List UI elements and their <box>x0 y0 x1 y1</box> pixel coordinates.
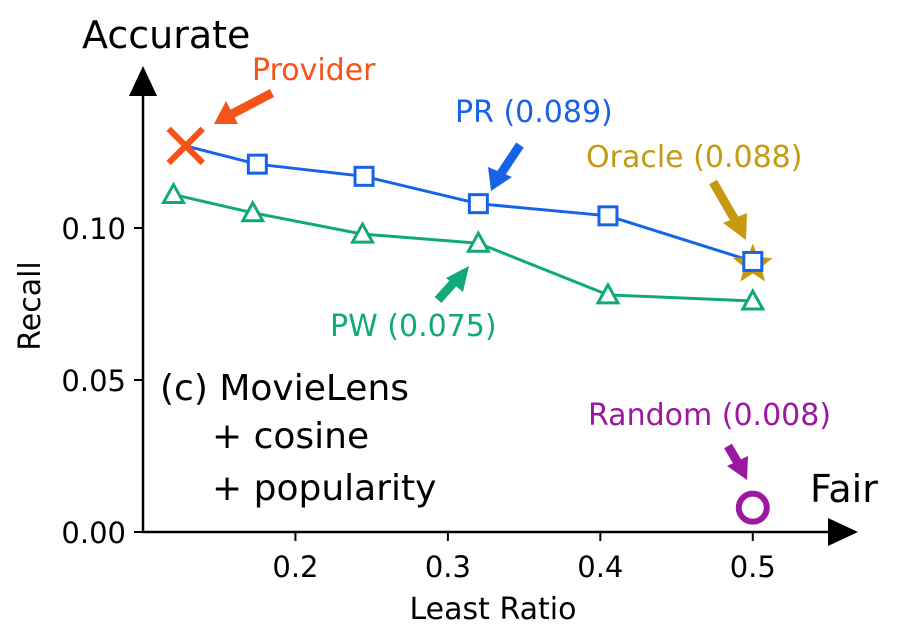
chart-title: (c) MovieLens <box>160 368 409 409</box>
random-point <box>735 490 770 525</box>
pr-data-point <box>742 250 764 272</box>
pw-data-point <box>160 181 187 205</box>
oracle-arrow <box>709 179 747 240</box>
oracle-label: Oracle (0.088) <box>586 140 802 175</box>
y-tick-label: 0.00 <box>61 516 126 550</box>
pw-data-point <box>595 281 621 305</box>
pr-data-point <box>467 193 489 215</box>
x-tick-label: 0.2 <box>272 550 318 584</box>
pr-data-point <box>597 205 619 227</box>
pr-data-point <box>353 165 375 187</box>
pw-data-point <box>740 287 766 311</box>
x-axis-title: Least Ratio <box>410 592 577 627</box>
series-lines-layer <box>173 144 754 303</box>
pr-series-line <box>185 144 754 263</box>
marks-layer <box>160 126 773 525</box>
y-axis-arrowhead <box>129 66 157 96</box>
pw-data-point <box>240 199 266 223</box>
provider-label: Provider <box>252 53 376 88</box>
x-arrow-label: Fair <box>810 467 878 511</box>
pw-arrow <box>434 266 469 304</box>
pw-series-line <box>173 193 753 303</box>
pr-label: PR (0.089) <box>455 95 613 130</box>
chart-subtitle-line-2: + popularity <box>212 468 436 509</box>
y-tick-label: 0.05 <box>61 364 126 398</box>
provider-arrow <box>214 89 275 124</box>
pr-arrow <box>488 142 524 191</box>
pw-data-point <box>349 220 376 244</box>
provider-point-top <box>166 126 205 166</box>
chart-subtitle-line-1: + cosine <box>212 416 369 457</box>
x-tick-label: 0.5 <box>730 550 776 584</box>
pr-data-point <box>246 153 268 175</box>
x-tick-label: 0.3 <box>425 550 471 584</box>
tick-layer: 0.2 0.3 0.4 0.5 0.00 0.05 0.10 <box>61 212 775 584</box>
random-arrow <box>724 443 748 480</box>
x-axis-arrowhead <box>828 518 858 546</box>
y-axis-title: Recall <box>13 261 48 351</box>
y-arrow-label: Accurate <box>82 13 250 57</box>
pw-data-point <box>465 230 491 253</box>
random-label: Random (0.008) <box>588 398 831 433</box>
pw-label: PW (0.075) <box>330 309 497 344</box>
y-tick-label: 0.10 <box>61 212 126 246</box>
x-tick-label: 0.4 <box>577 550 623 584</box>
